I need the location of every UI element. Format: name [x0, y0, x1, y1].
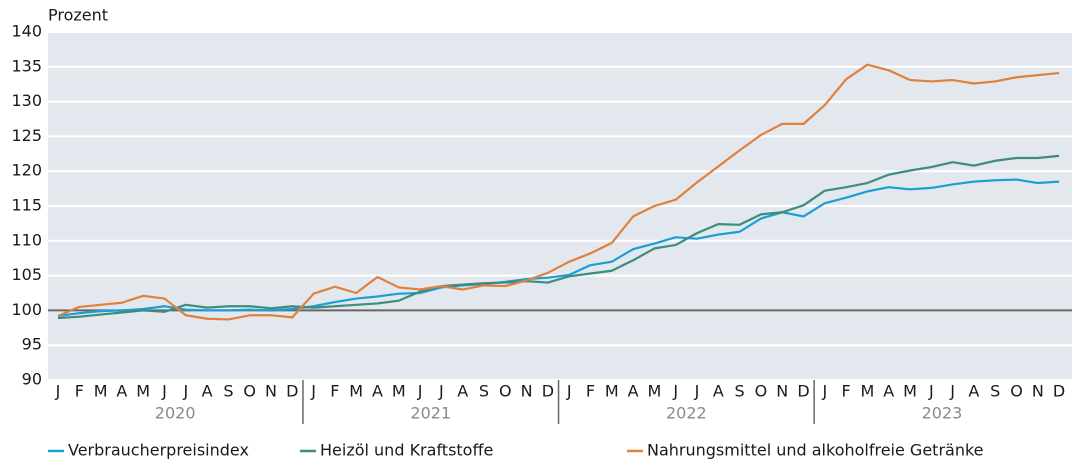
x-tick-label: J: [928, 382, 934, 401]
x-tick-label: D: [286, 382, 298, 401]
x-tick-label: S: [990, 382, 1000, 401]
y-tick-label: 100: [11, 300, 42, 319]
year-label: 2021: [410, 404, 451, 423]
y-tick-label: 140: [11, 22, 42, 41]
x-tick-label: F: [586, 382, 595, 401]
x-tick-label: O: [499, 382, 512, 401]
legend-label: Nahrungsmittel und alkoholfreie Getränke: [647, 441, 984, 460]
x-tick-label: M: [94, 382, 108, 401]
x-tick-label: D: [542, 382, 554, 401]
x-tick-label: O: [243, 382, 256, 401]
legend-label: Verbraucherpreisindex: [68, 441, 249, 460]
x-tick-label: M: [647, 382, 661, 401]
x-tick-label: J: [417, 382, 423, 401]
x-tick-label: J: [566, 382, 572, 401]
year-label: 2020: [155, 404, 196, 423]
series-line: [57, 178, 1060, 318]
x-tick-label: O: [755, 382, 768, 401]
year-label: 2023: [922, 404, 963, 423]
y-tick-label: 135: [11, 56, 42, 75]
x-tick-label: D: [1053, 382, 1065, 401]
x-tick-label: A: [883, 382, 894, 401]
x-tick-label: M: [136, 382, 150, 401]
x-tick-label: N: [521, 382, 533, 401]
y-tick-label: 90: [22, 370, 42, 389]
x-tick-label: A: [457, 382, 468, 401]
x-tick-label: M: [903, 382, 917, 401]
x-tick-label: J: [310, 382, 316, 401]
y-tick-label: 125: [11, 126, 42, 145]
x-tick-label: F: [75, 382, 84, 401]
x-tick-label: M: [392, 382, 406, 401]
x-tick-label: S: [479, 382, 489, 401]
x-tick-label: J: [438, 382, 444, 401]
y-axis-label: Prozent: [48, 6, 108, 25]
x-tick-label: F: [841, 382, 850, 401]
x-tick-label: J: [672, 382, 678, 401]
x-tick-label: N: [265, 382, 277, 401]
x-tick-label: M: [349, 382, 363, 401]
y-tick-label: 115: [11, 196, 42, 215]
x-tick-label: J: [821, 382, 827, 401]
x-tick-label: S: [223, 382, 233, 401]
x-tick-label: A: [202, 382, 213, 401]
x-tick-label: J: [949, 382, 955, 401]
x-tick-label: A: [968, 382, 979, 401]
x-tick-label: D: [797, 382, 809, 401]
series-line: [57, 63, 1060, 321]
year-label: 2022: [666, 404, 707, 423]
x-tick-label: J: [161, 382, 167, 401]
y-tick-label: 95: [22, 335, 42, 354]
series-line: [57, 154, 1060, 320]
y-tick-label: 110: [11, 230, 42, 249]
x-tick-label: M: [860, 382, 874, 401]
x-tick-label: A: [628, 382, 639, 401]
y-tick-label: 120: [11, 161, 42, 180]
x-tick-label: J: [182, 382, 188, 401]
x-tick-label: N: [776, 382, 788, 401]
x-tick-label: A: [713, 382, 724, 401]
x-tick-label: S: [735, 382, 745, 401]
x-tick-label: J: [55, 382, 61, 401]
legend-label: Heizöl und Kraftstoffe: [320, 441, 493, 460]
y-tick-label: 105: [11, 265, 42, 284]
x-tick-label: F: [330, 382, 339, 401]
x-tick-label: J: [694, 382, 700, 401]
x-tick-label: A: [372, 382, 383, 401]
x-tick-label: O: [1010, 382, 1023, 401]
y-tick-label: 130: [11, 91, 42, 110]
x-tick-label: A: [116, 382, 127, 401]
x-tick-label: N: [1032, 382, 1044, 401]
x-tick-label: M: [605, 382, 619, 401]
